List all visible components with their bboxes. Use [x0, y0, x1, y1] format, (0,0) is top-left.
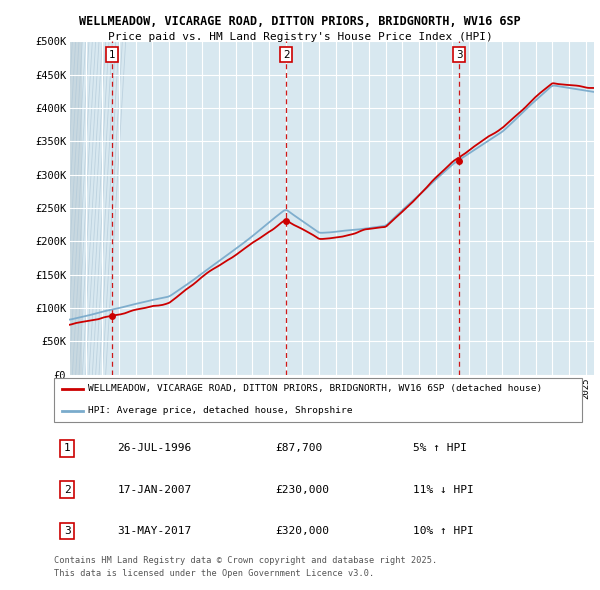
Text: Price paid vs. HM Land Registry's House Price Index (HPI): Price paid vs. HM Land Registry's House … — [107, 32, 493, 42]
Text: 26-JUL-1996: 26-JUL-1996 — [118, 444, 191, 453]
Text: 3: 3 — [456, 50, 463, 60]
Text: Contains HM Land Registry data © Crown copyright and database right 2025.: Contains HM Land Registry data © Crown c… — [54, 556, 437, 565]
Text: 17-JAN-2007: 17-JAN-2007 — [118, 485, 191, 494]
Text: 5% ↑ HPI: 5% ↑ HPI — [413, 444, 467, 453]
Polygon shape — [69, 41, 82, 375]
Text: 11% ↓ HPI: 11% ↓ HPI — [413, 485, 474, 494]
Text: WELLMEADOW, VICARAGE ROAD, DITTON PRIORS, BRIDGNORTH, WV16 6SP (detached house): WELLMEADOW, VICARAGE ROAD, DITTON PRIORS… — [88, 384, 542, 393]
Text: £230,000: £230,000 — [276, 485, 330, 494]
Text: WELLMEADOW, VICARAGE ROAD, DITTON PRIORS, BRIDGNORTH, WV16 6SP: WELLMEADOW, VICARAGE ROAD, DITTON PRIORS… — [79, 15, 521, 28]
Text: £87,700: £87,700 — [276, 444, 323, 453]
Text: 1: 1 — [109, 50, 115, 60]
Text: This data is licensed under the Open Government Licence v3.0.: This data is licensed under the Open Gov… — [54, 569, 374, 578]
Text: 3: 3 — [64, 526, 71, 536]
Text: 2: 2 — [283, 50, 290, 60]
Text: 10% ↑ HPI: 10% ↑ HPI — [413, 526, 474, 536]
Text: 1: 1 — [64, 444, 71, 453]
FancyBboxPatch shape — [54, 378, 582, 422]
Text: 31-MAY-2017: 31-MAY-2017 — [118, 526, 191, 536]
Text: HPI: Average price, detached house, Shropshire: HPI: Average price, detached house, Shro… — [88, 407, 353, 415]
Text: 2: 2 — [64, 485, 71, 494]
Text: £320,000: £320,000 — [276, 526, 330, 536]
